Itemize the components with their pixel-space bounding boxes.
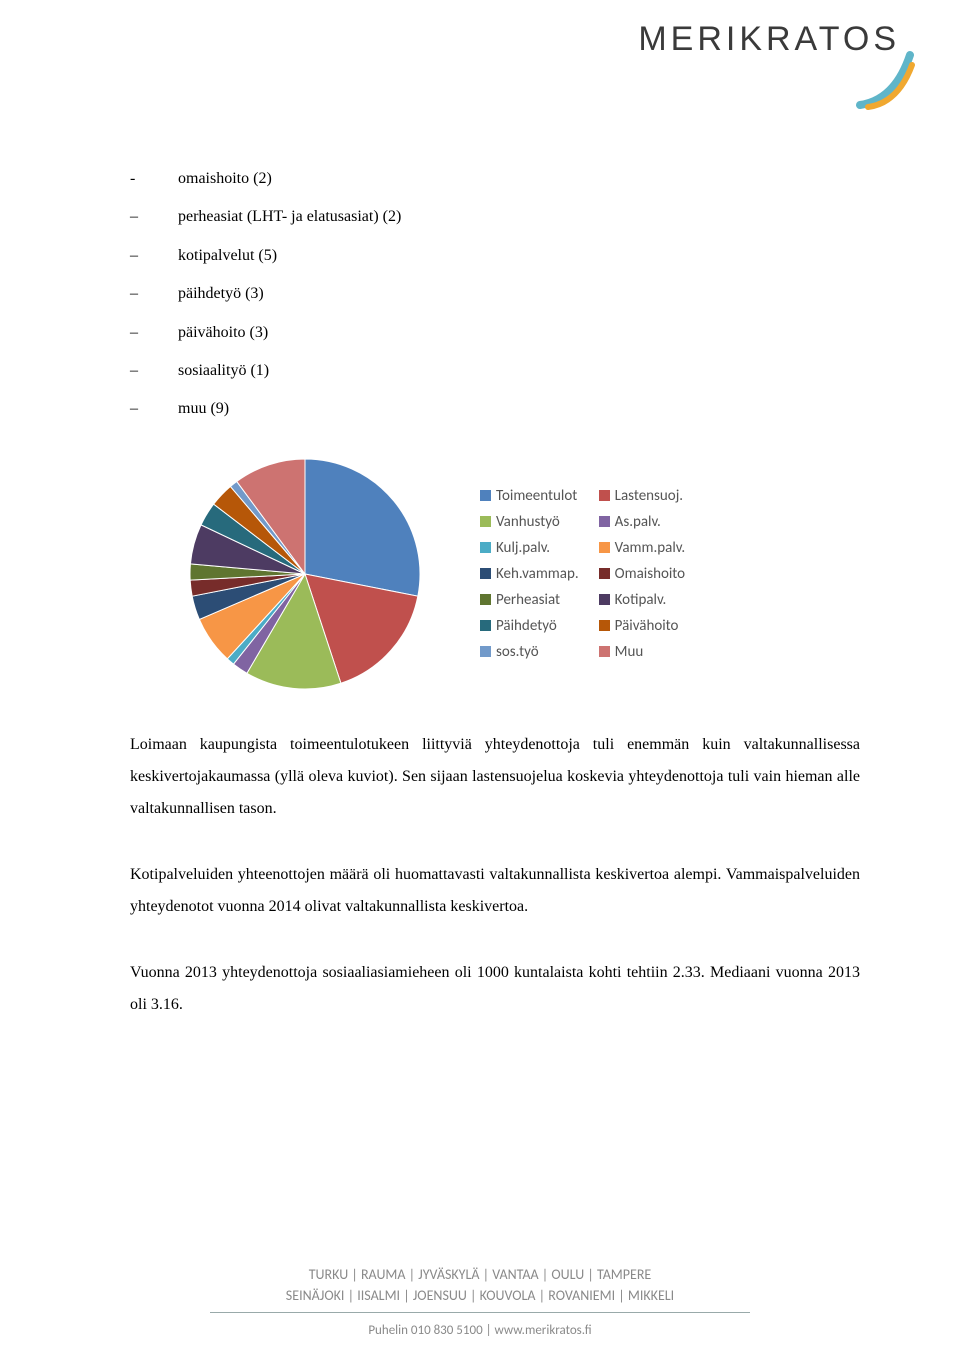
- bullet-item: sosiaalityö (1): [130, 352, 860, 390]
- legend-swatch: [480, 646, 491, 657]
- bullet-item: perheasiat (LHT- ja elatusasiat) (2): [130, 198, 860, 236]
- legend-label: Vamm.palv.: [615, 539, 685, 557]
- legend-item: Kotipalv.: [599, 591, 685, 609]
- legend-label: sos.työ: [496, 643, 539, 661]
- legend-item: Päihdetyö: [480, 617, 579, 635]
- bullet-item: muu (9): [130, 390, 860, 428]
- legend-item: Toimeentulot: [480, 487, 579, 505]
- footer-cities-1: TURKU | RAUMA | JYVÄSKYLÄ | VANTAA | OUL…: [0, 1264, 960, 1285]
- legend-swatch: [599, 568, 610, 579]
- legend-swatch: [480, 516, 491, 527]
- legend-label: As.palv.: [615, 513, 661, 531]
- bullet-item: kotipalvelut (5): [130, 237, 860, 275]
- legend-label: Vanhustyö: [496, 513, 560, 531]
- footer-contact: Puhelin 010 830 5100 | www.merikratos.fi: [0, 1323, 960, 1338]
- bullet-item: päihdetyö (3): [130, 275, 860, 313]
- legend-label: Keh.vammap.: [496, 565, 579, 583]
- logo-arc-icon: [850, 45, 920, 115]
- legend-item: Vanhustyö: [480, 513, 579, 531]
- legend-swatch: [480, 594, 491, 605]
- pie-chart: [190, 459, 420, 689]
- legend-item: Omaishoito: [599, 565, 685, 583]
- legend-swatch: [599, 594, 610, 605]
- legend-swatch: [480, 542, 491, 553]
- legend-item: Kulj.palv.: [480, 539, 579, 557]
- legend-swatch: [599, 620, 610, 631]
- legend-item: Perheasiat: [480, 591, 579, 609]
- legend-label: Muu: [615, 643, 644, 661]
- legend-label: Päivähoito: [615, 617, 679, 635]
- legend-label: Kulj.palv.: [496, 539, 550, 557]
- legend-label: Omaishoito: [615, 565, 685, 583]
- footer-cities-2: SEINÄJOKI | IISALMI | JOENSUU | KOUVOLA …: [0, 1285, 960, 1306]
- paragraph-1: Loimaan kaupungista toimeentulotukeen li…: [130, 729, 860, 825]
- legend-swatch: [599, 490, 610, 501]
- bullet-item: päivähoito (3): [130, 314, 860, 352]
- legend-item: Muu: [599, 643, 685, 661]
- bullet-item: omaishoito (2): [130, 160, 860, 198]
- paragraph-2: Kotipalveluiden yhteenottojen määrä oli …: [130, 859, 860, 923]
- legend-swatch: [599, 646, 610, 657]
- legend-item: Keh.vammap.: [480, 565, 579, 583]
- page-footer: TURKU | RAUMA | JYVÄSKYLÄ | VANTAA | OUL…: [0, 1264, 960, 1338]
- legend-label: Toimeentulot: [496, 487, 577, 505]
- legend-swatch: [480, 568, 491, 579]
- legend-item: Päivähoito: [599, 617, 685, 635]
- paragraph-3: Vuonna 2013 yhteydenottoja sosiaaliasiam…: [130, 957, 860, 1021]
- legend-item: Vamm.palv.: [599, 539, 685, 557]
- legend-item: sos.työ: [480, 643, 579, 661]
- legend-label: Lastensuoj.: [615, 487, 683, 505]
- chart-legend: Toimeentulot Lastensuoj. Vanhustyö As.palv.…: [480, 487, 685, 661]
- bullet-list: omaishoito (2)perheasiat (LHT- ja elatus…: [130, 160, 860, 429]
- legend-label: Päihdetyö: [496, 617, 557, 635]
- legend-swatch: [599, 516, 610, 527]
- legend-item: Lastensuoj.: [599, 487, 685, 505]
- logo: MERIKRATOS: [638, 20, 900, 59]
- pie-slice: [305, 459, 420, 596]
- legend-swatch: [480, 490, 491, 501]
- legend-swatch: [599, 542, 610, 553]
- chart-row: Toimeentulot Lastensuoj. Vanhustyö As.palv.…: [190, 459, 860, 689]
- legend-label: Kotipalv.: [615, 591, 667, 609]
- legend-swatch: [480, 620, 491, 631]
- legend-item: As.palv.: [599, 513, 685, 531]
- legend-label: Perheasiat: [496, 591, 560, 609]
- footer-rule: [210, 1312, 750, 1313]
